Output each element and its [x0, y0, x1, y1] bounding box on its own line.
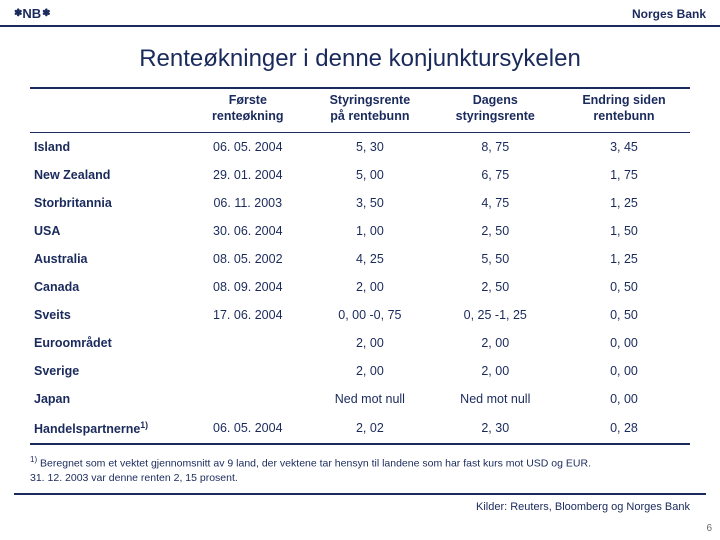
row-value: 06. 11. 2003 — [188, 189, 307, 217]
row-value: 0, 00 — [558, 357, 690, 385]
row-value: 06. 05. 2004 — [188, 413, 307, 444]
row-value: 1, 00 — [307, 217, 432, 245]
row-value: Ned mot null — [307, 385, 432, 413]
row-value: 2, 00 — [307, 273, 432, 301]
row-value: 1, 25 — [558, 245, 690, 273]
table-row: USA30. 06. 20041, 002, 501, 50 — [30, 217, 690, 245]
col-header-2: Styringsrentepå rentebunn — [307, 88, 432, 133]
row-value: 1, 50 — [558, 217, 690, 245]
header-bar: ✽ NB ✽ Norges Bank — [0, 0, 720, 27]
row-label: Sverige — [30, 357, 188, 385]
table-container: FørsterenteøkningStyringsrentepå rentebu… — [0, 87, 720, 445]
row-value: 0, 25 -1, 25 — [433, 301, 558, 329]
table-row: Sverige2, 002, 000, 00 — [30, 357, 690, 385]
row-value: 5, 50 — [433, 245, 558, 273]
table-row: Storbritannia06. 11. 20033, 504, 751, 25 — [30, 189, 690, 217]
row-label: Australia — [30, 245, 188, 273]
col-header-4: Endring sidenrentebunn — [558, 88, 690, 133]
row-value: 5, 00 — [307, 161, 432, 189]
row-value: 2, 00 — [307, 329, 432, 357]
row-value: 0, 00 — [558, 329, 690, 357]
table-row: Euroområdet2, 002, 000, 00 — [30, 329, 690, 357]
row-value: 0, 50 — [558, 273, 690, 301]
footnote-sup: 1) — [30, 455, 37, 464]
row-value: 6, 75 — [433, 161, 558, 189]
col-header-0 — [30, 88, 188, 133]
row-label: Sveits — [30, 301, 188, 329]
footnote-line1: Beregnet som et vektet gjennomsnitt av 9… — [40, 458, 591, 470]
row-value: 29. 01. 2004 — [188, 161, 307, 189]
footnote: 1) Beregnet som et vektet gjennomsnitt a… — [0, 445, 720, 485]
logo-decoration-left: ✽ — [14, 8, 21, 19]
logo-decoration-right: ✽ — [42, 8, 49, 19]
row-value — [188, 329, 307, 357]
table-row: New Zealand29. 01. 20045, 006, 751, 75 — [30, 161, 690, 189]
bank-name: Norges Bank — [632, 7, 706, 21]
row-value: 08. 05. 2002 — [188, 245, 307, 273]
row-value: 2, 00 — [433, 357, 558, 385]
row-value: 3, 50 — [307, 189, 432, 217]
row-value: Ned mot null — [433, 385, 558, 413]
logo-text: NB — [22, 6, 41, 21]
row-value: 1, 25 — [558, 189, 690, 217]
row-value: 0, 28 — [558, 413, 690, 444]
row-value: 2, 00 — [433, 329, 558, 357]
table-head: FørsterenteøkningStyringsrentepå rentebu… — [30, 88, 690, 133]
row-value: 17. 06. 2004 — [188, 301, 307, 329]
footnote-line2: 31. 12. 2003 var denne renten 2, 15 pros… — [30, 472, 238, 484]
row-value: 8, 75 — [433, 133, 558, 162]
row-label: USA — [30, 217, 188, 245]
row-value: 2, 02 — [307, 413, 432, 444]
table-row: JapanNed mot nullNed mot null0, 00 — [30, 385, 690, 413]
col-header-1: Førsterenteøkning — [188, 88, 307, 133]
row-label: Euroområdet — [30, 329, 188, 357]
row-value — [188, 385, 307, 413]
rate-table: FørsterenteøkningStyringsrentepå rentebu… — [30, 87, 690, 445]
row-value: 0, 00 -0, 75 — [307, 301, 432, 329]
table-row: Australia08. 05. 20024, 255, 501, 25 — [30, 245, 690, 273]
row-value: 2, 50 — [433, 217, 558, 245]
row-value: 30. 06. 2004 — [188, 217, 307, 245]
row-value — [188, 357, 307, 385]
row-value: 2, 30 — [433, 413, 558, 444]
page-title: Renteøkninger i denne konjunktursykelen — [0, 27, 720, 87]
logo: ✽ NB ✽ — [14, 6, 50, 21]
row-value: 2, 00 — [307, 357, 432, 385]
table-row: Sveits17. 06. 20040, 00 -0, 750, 25 -1, … — [30, 301, 690, 329]
source-text: Kilder: Reuters, Bloomberg og Norges Ban… — [0, 495, 720, 513]
table-row: Island06. 05. 20045, 308, 753, 45 — [30, 133, 690, 162]
page-number: 6 — [706, 523, 712, 534]
row-value: 2, 50 — [433, 273, 558, 301]
row-value: 0, 50 — [558, 301, 690, 329]
row-label: Japan — [30, 385, 188, 413]
col-header-3: Dagensstyringsrente — [433, 88, 558, 133]
table-body: Island06. 05. 20045, 308, 753, 45New Zea… — [30, 133, 690, 445]
row-label: New Zealand — [30, 161, 188, 189]
row-value: 3, 45 — [558, 133, 690, 162]
row-value: 5, 30 — [307, 133, 432, 162]
table-row: Handelspartnerne1)06. 05. 20042, 022, 30… — [30, 413, 690, 444]
row-value: 1, 75 — [558, 161, 690, 189]
row-label: Handelspartnerne1) — [30, 413, 188, 444]
row-value: 06. 05. 2004 — [188, 133, 307, 162]
row-value: 4, 75 — [433, 189, 558, 217]
table-row: Canada08. 09. 20042, 002, 500, 50 — [30, 273, 690, 301]
row-label: Storbritannia — [30, 189, 188, 217]
row-value: 08. 09. 2004 — [188, 273, 307, 301]
row-value: 0, 00 — [558, 385, 690, 413]
row-label: Island — [30, 133, 188, 162]
row-label: Canada — [30, 273, 188, 301]
row-value: 4, 25 — [307, 245, 432, 273]
